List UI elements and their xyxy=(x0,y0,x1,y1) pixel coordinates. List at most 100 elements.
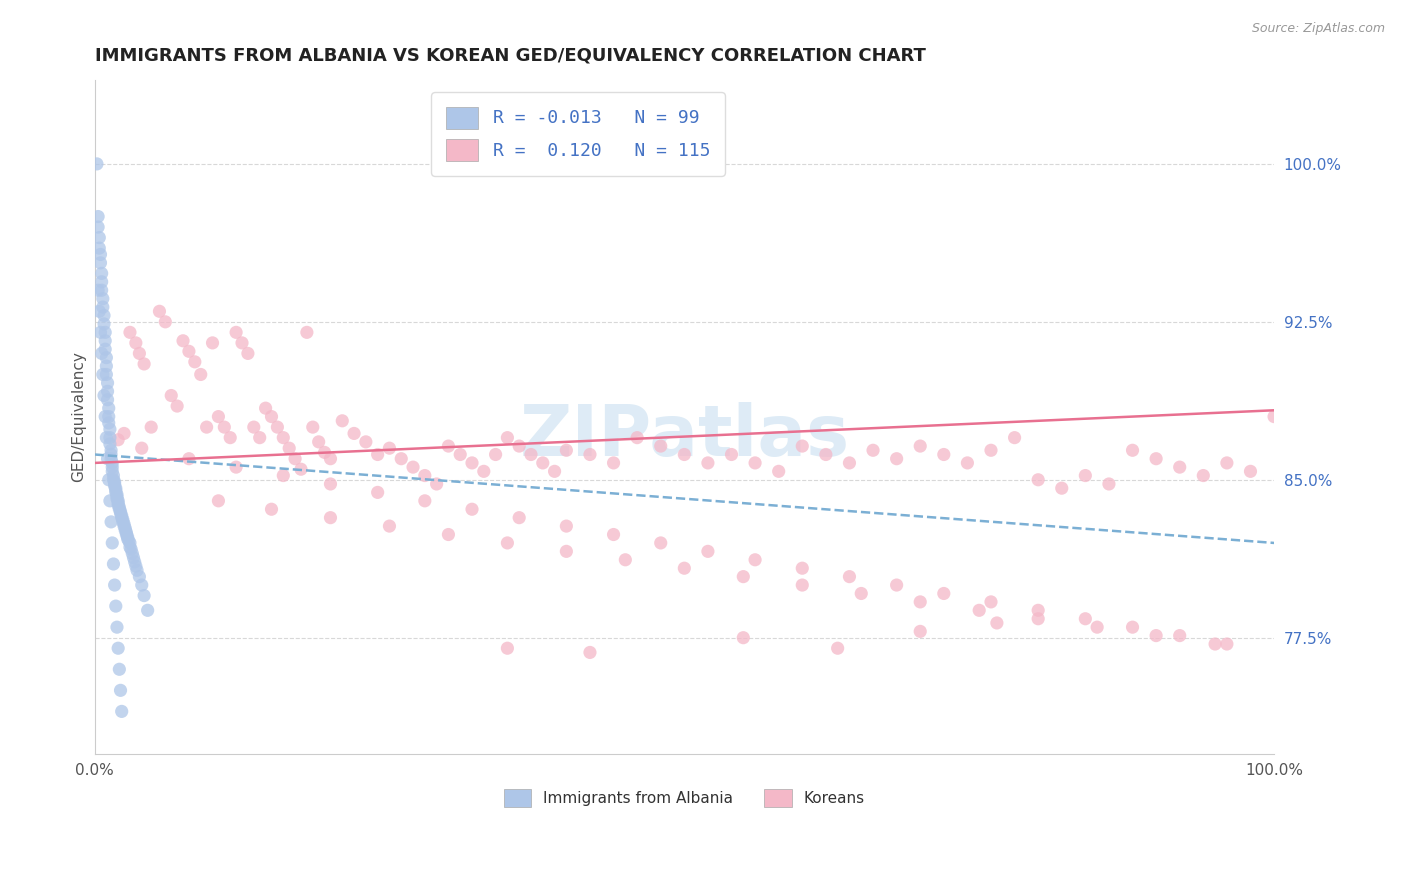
Point xyxy=(650,536,672,550)
Point xyxy=(108,662,131,676)
Point xyxy=(260,502,283,516)
Point xyxy=(111,705,134,719)
Point xyxy=(733,569,755,583)
Point xyxy=(110,683,132,698)
Point xyxy=(614,553,637,567)
Point xyxy=(673,561,696,575)
Point xyxy=(104,479,127,493)
Point xyxy=(115,525,138,540)
Point xyxy=(117,530,139,544)
Point xyxy=(201,335,224,350)
Point xyxy=(141,420,163,434)
Point xyxy=(271,431,294,445)
Point xyxy=(100,515,122,529)
Point xyxy=(118,326,141,340)
Point xyxy=(838,569,860,583)
Point xyxy=(97,473,120,487)
Point xyxy=(96,351,118,365)
Point xyxy=(426,477,449,491)
Point xyxy=(96,368,118,382)
Point xyxy=(508,510,530,524)
Point xyxy=(319,510,342,524)
Point xyxy=(96,392,118,407)
Point xyxy=(94,326,117,340)
Point xyxy=(103,557,125,571)
Point xyxy=(932,586,955,600)
Point xyxy=(93,388,115,402)
Point xyxy=(650,439,672,453)
Point xyxy=(101,464,124,478)
Point xyxy=(89,241,111,255)
Point xyxy=(118,533,141,548)
Point xyxy=(290,462,312,476)
Point xyxy=(733,631,755,645)
Point xyxy=(111,508,134,523)
Point xyxy=(115,527,138,541)
Point xyxy=(886,451,908,466)
Point xyxy=(1168,629,1191,643)
Point xyxy=(132,357,155,371)
Point xyxy=(343,426,366,441)
Point xyxy=(91,368,114,382)
Point xyxy=(1216,456,1239,470)
Point xyxy=(110,504,132,518)
Point xyxy=(136,603,159,617)
Point xyxy=(96,376,118,390)
Point xyxy=(696,456,718,470)
Point xyxy=(114,521,136,535)
Point xyxy=(108,500,131,515)
Point xyxy=(98,431,121,445)
Point xyxy=(96,451,118,466)
Point xyxy=(207,409,229,424)
Point xyxy=(354,434,377,449)
Point xyxy=(673,448,696,462)
Point xyxy=(496,536,519,550)
Point xyxy=(160,388,183,402)
Point xyxy=(98,422,121,436)
Point xyxy=(1121,620,1143,634)
Point xyxy=(90,283,112,297)
Point xyxy=(108,502,131,516)
Point xyxy=(827,641,849,656)
Point xyxy=(111,515,134,529)
Point xyxy=(792,578,814,592)
Point xyxy=(114,524,136,538)
Point xyxy=(437,527,460,541)
Point xyxy=(378,519,401,533)
Point xyxy=(314,445,336,459)
Point xyxy=(602,456,624,470)
Point xyxy=(413,493,436,508)
Point xyxy=(107,498,129,512)
Point xyxy=(97,409,120,424)
Point xyxy=(449,448,471,462)
Point xyxy=(271,468,294,483)
Point xyxy=(284,451,307,466)
Point xyxy=(1026,612,1049,626)
Point xyxy=(98,493,121,508)
Point xyxy=(89,304,111,318)
Point xyxy=(236,346,259,360)
Point xyxy=(1263,409,1285,424)
Point xyxy=(110,507,132,521)
Point xyxy=(330,414,353,428)
Point xyxy=(104,485,127,500)
Point xyxy=(308,434,330,449)
Point xyxy=(389,451,412,466)
Point xyxy=(93,309,115,323)
Point xyxy=(496,431,519,445)
Point xyxy=(744,553,766,567)
Point xyxy=(128,346,150,360)
Point xyxy=(103,468,125,483)
Point xyxy=(101,536,124,550)
Point xyxy=(1204,637,1226,651)
Point xyxy=(132,589,155,603)
Point xyxy=(531,456,554,470)
Point xyxy=(89,256,111,270)
Point xyxy=(1168,460,1191,475)
Point xyxy=(166,399,188,413)
Point xyxy=(177,344,200,359)
Point xyxy=(87,220,110,235)
Point xyxy=(90,346,112,360)
Point xyxy=(87,283,110,297)
Point xyxy=(118,536,141,550)
